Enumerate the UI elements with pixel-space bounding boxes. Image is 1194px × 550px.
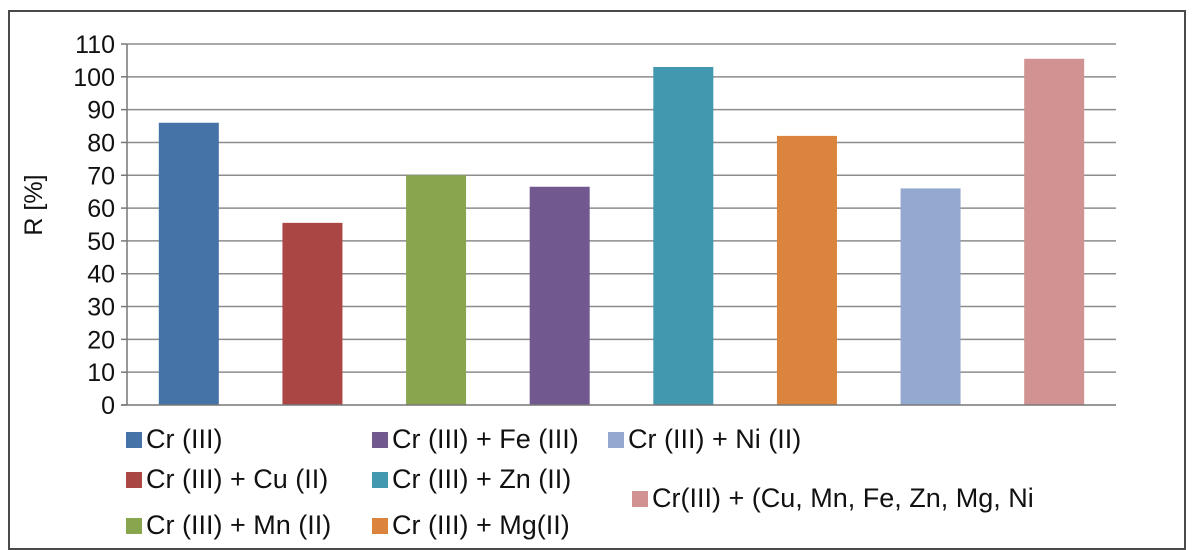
y-tick-label: 50 — [87, 228, 115, 256]
legend-item: Cr (III) + Ni (II) — [608, 424, 801, 455]
bar — [158, 122, 219, 405]
legend-item: Cr (III) — [126, 424, 222, 455]
legend-label: Cr (III) + Ni (II) — [628, 424, 802, 454]
legend-swatch — [372, 431, 388, 448]
bar — [406, 175, 467, 405]
y-tick-label: 60 — [87, 195, 115, 223]
legend-item: Cr (III) + Fe (III) — [372, 424, 579, 455]
legend-swatch — [126, 431, 142, 448]
y-axis-label: R [%] — [20, 174, 48, 235]
y-tick-label: 100 — [73, 64, 115, 92]
legend-item: Cr (III) + Mn (II) — [126, 510, 331, 541]
legend-label: Cr(III) + (Cu, Mn, Fe, Zn, Mg, Ni — [652, 483, 1034, 513]
legend-swatch — [126, 471, 142, 488]
legend-label: Cr (III) + Fe (III) — [392, 424, 579, 454]
bar — [653, 66, 714, 406]
y-tick-label: 80 — [87, 129, 115, 157]
legend-label: Cr (III) — [146, 424, 223, 454]
y-tick-label: 70 — [87, 162, 115, 190]
legend-swatch — [632, 490, 648, 507]
legend-label: Cr (III) + Zn (II) — [392, 464, 572, 494]
bar — [776, 135, 837, 405]
legend-swatch — [126, 517, 142, 534]
legend-label: Cr (III) + Mn (II) — [146, 510, 332, 540]
legend-swatch — [372, 471, 388, 488]
y-tick-label: 30 — [87, 294, 115, 322]
legend-label: Cr (III) + Mg(II) — [392, 510, 570, 540]
axes — [121, 44, 1116, 406]
y-tick-label: 110 — [75, 31, 115, 59]
y-tick-labels: 0 10 20 30 40 50 60 70 80 90 100 110 — [73, 31, 127, 420]
y-tick-label: 90 — [87, 97, 115, 125]
bar — [1024, 58, 1085, 405]
legend-label: Cr (III) + Cu (II) — [146, 464, 329, 494]
gridlines — [127, 43, 1116, 373]
legend-item: Cr (III) + Cu (II) — [126, 464, 328, 495]
bars — [158, 58, 1085, 406]
y-tick-label: 40 — [87, 261, 115, 289]
bar — [900, 188, 961, 405]
legend-item: Cr (III) + Mg(II) — [372, 510, 570, 541]
legend-item: Cr(III) + (Cu, Mn, Fe, Zn, Mg, Ni — [632, 483, 1034, 514]
y-tick-label: 20 — [87, 326, 115, 354]
y-tick-label: 0 — [101, 392, 115, 420]
bar — [282, 222, 343, 405]
legend-swatch — [608, 431, 624, 448]
legend-item: Cr (III) + Zn (II) — [372, 464, 571, 495]
y-tick-label: 10 — [87, 359, 115, 387]
legend-swatch — [372, 517, 388, 534]
bar — [529, 186, 590, 405]
